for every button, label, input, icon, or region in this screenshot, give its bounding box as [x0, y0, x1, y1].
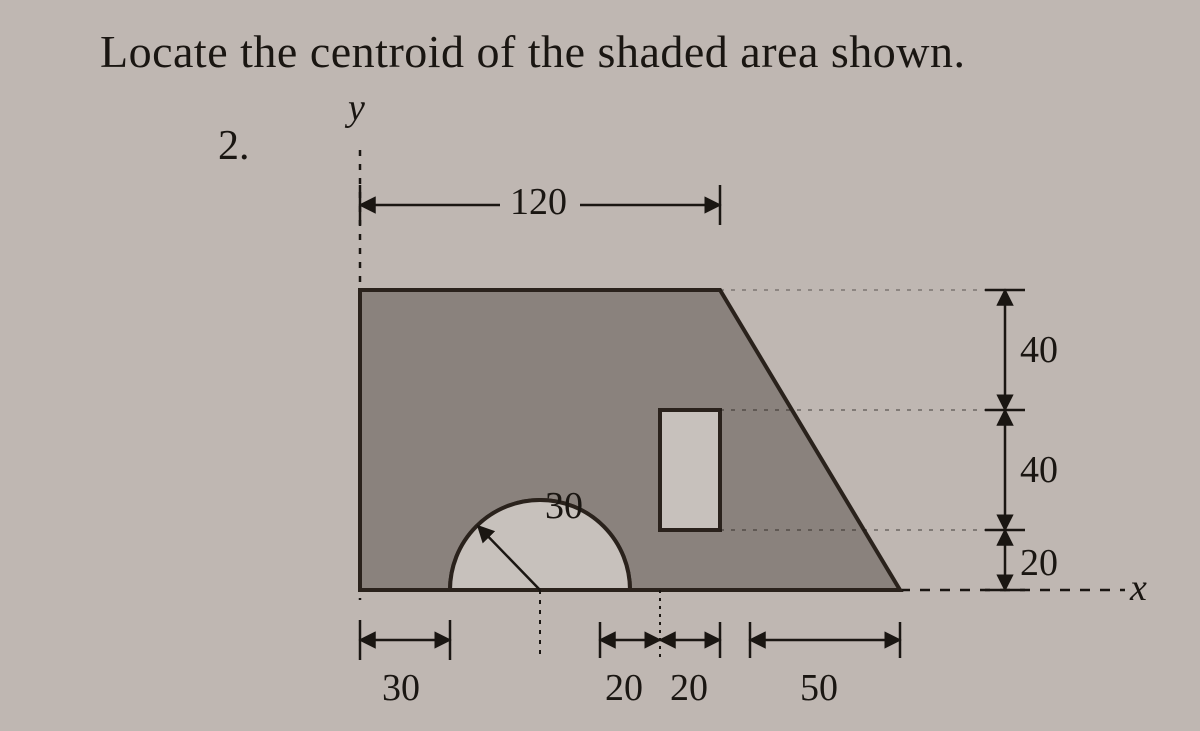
dim-r-40m: 40 — [1020, 449, 1058, 491]
dim-bot-50: 50 — [800, 667, 838, 709]
x-axis-label: x — [1129, 567, 1147, 609]
dim-top-120: 120 — [510, 181, 567, 223]
dim-bot-20a: 20 — [605, 667, 643, 709]
dim-bot-20b: 20 — [670, 667, 708, 709]
rect-hole — [660, 410, 720, 530]
diagram-svg: y x 120 30 30 — [0, 0, 1200, 731]
dim-r30: 30 — [545, 485, 583, 527]
dim-r-40t: 40 — [1020, 329, 1058, 371]
y-axis-label: y — [344, 87, 365, 129]
dim-bot-30: 30 — [382, 667, 420, 709]
dim-r-20: 20 — [1020, 542, 1058, 584]
shaded-region — [360, 290, 900, 590]
